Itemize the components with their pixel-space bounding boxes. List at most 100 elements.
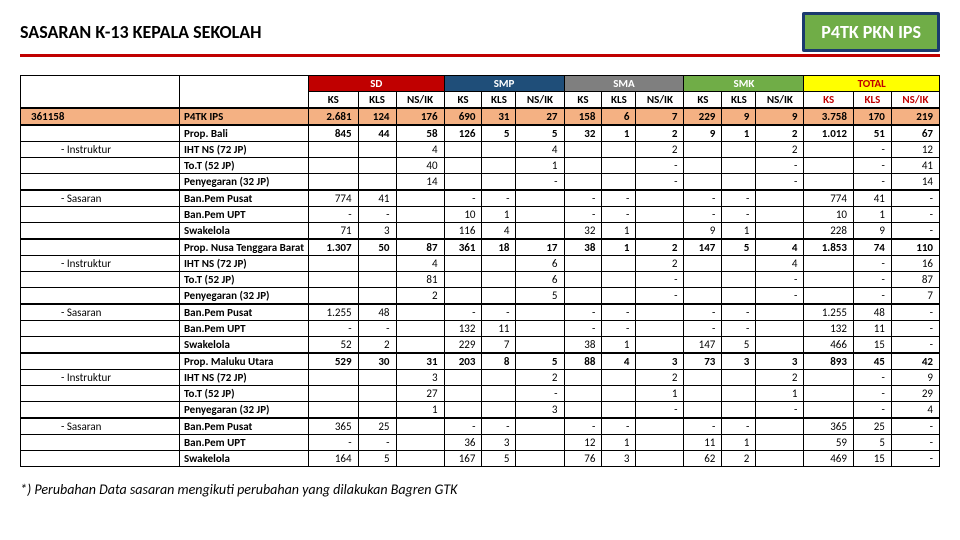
cell: -	[564, 190, 602, 207]
cell: -	[309, 321, 359, 337]
cell	[602, 174, 636, 191]
row-sublabel: Ban.Pem Pusat	[180, 304, 309, 321]
cell	[602, 256, 636, 272]
cell: 31	[396, 353, 444, 370]
table-row: Swakelola1645167576362246915-	[21, 451, 940, 467]
cell: 32	[564, 223, 602, 240]
cell: -	[602, 304, 636, 321]
cell: 2	[396, 288, 444, 305]
cell: 1	[602, 435, 636, 451]
cell: 5	[722, 337, 756, 354]
cell: 110	[891, 239, 939, 256]
cell: -	[756, 402, 804, 419]
cell: -	[684, 321, 722, 337]
cell	[804, 142, 854, 158]
cell: 2.681	[309, 108, 359, 125]
table-row: To.T (52 JP)401---41	[21, 158, 940, 174]
cell	[396, 435, 444, 451]
cell: 9	[684, 223, 722, 240]
cell	[309, 386, 359, 402]
cell: 42	[891, 353, 939, 370]
row-sublabel: Prop. Maluku Utara	[180, 353, 309, 370]
cell: -	[309, 435, 359, 451]
cell	[804, 158, 854, 174]
cell: 147	[684, 239, 722, 256]
cell	[804, 256, 854, 272]
cell	[722, 142, 756, 158]
cell: 41	[891, 158, 939, 174]
cell	[482, 386, 516, 402]
table-row: Prop. Bali84544581265532129121.0125167	[21, 125, 940, 142]
cell	[684, 288, 722, 305]
row-label	[21, 402, 180, 419]
cell: -	[602, 418, 636, 435]
cell: 38	[564, 239, 602, 256]
cell	[722, 174, 756, 191]
cell	[444, 386, 482, 402]
row-sublabel: Prop. Nusa Tenggara Barat	[180, 239, 309, 256]
cell: -	[564, 418, 602, 435]
cell	[564, 158, 602, 174]
cell: -	[444, 304, 482, 321]
table-row: - InstrukturIHT NS (72 JP)4624-16	[21, 256, 940, 272]
cell: 11	[853, 321, 891, 337]
cell	[482, 272, 516, 288]
cell: 11	[482, 321, 516, 337]
cell: 1	[636, 386, 684, 402]
cell: 9	[853, 223, 891, 240]
cell	[309, 158, 359, 174]
table-body: 361158P4TK IPS2.681124176690312715867229…	[21, 108, 940, 467]
cell: -	[891, 207, 939, 223]
row-label	[21, 158, 180, 174]
row-sublabel: Penyegaran (32 JP)	[180, 288, 309, 305]
cell: 124	[358, 108, 396, 125]
cell	[444, 158, 482, 174]
cell: 10	[444, 207, 482, 223]
cell: -	[309, 207, 359, 223]
cell	[756, 418, 804, 435]
cell	[756, 321, 804, 337]
cell: -	[891, 190, 939, 207]
table-head: SDSMPSMASMKTOTALKSKLSNS/IKKSKLSNS/IKKSKL…	[21, 76, 940, 109]
cell: 774	[309, 190, 359, 207]
cell: 2	[722, 451, 756, 467]
page-title: SASARAN K-13 KEPALA SEKOLAH	[20, 21, 262, 43]
cell	[756, 207, 804, 223]
row-label	[21, 223, 180, 240]
cell	[804, 386, 854, 402]
table-row: Prop. Maluku Utara5293031203858843733389…	[21, 353, 940, 370]
cell	[309, 402, 359, 419]
cell: 59	[804, 435, 854, 451]
cell: -	[722, 418, 756, 435]
row-sublabel: Ban.Pem Pusat	[180, 418, 309, 435]
row-sublabel: Penyegaran (32 JP)	[180, 402, 309, 419]
row-label	[21, 125, 180, 142]
cell	[396, 418, 444, 435]
cell: 71	[309, 223, 359, 240]
cell	[684, 142, 722, 158]
cell: 5	[482, 451, 516, 467]
row-label	[21, 451, 180, 467]
row-label	[21, 288, 180, 305]
cell: 9	[722, 108, 756, 125]
page-header: SASARAN K-13 KEPALA SEKOLAH P4TK PKN IPS	[20, 12, 940, 57]
cell	[722, 256, 756, 272]
cell: 365	[804, 418, 854, 435]
cell	[396, 207, 444, 223]
cell	[309, 256, 359, 272]
cell	[516, 190, 564, 207]
cell: 1	[722, 125, 756, 142]
cell: 9	[684, 125, 722, 142]
cell: 4	[396, 142, 444, 158]
sub-header: NS/IK	[891, 92, 939, 109]
cell	[756, 304, 804, 321]
cell	[564, 272, 602, 288]
cell	[636, 451, 684, 467]
row-label	[21, 207, 180, 223]
row-sublabel: Ban.Pem Pusat	[180, 190, 309, 207]
cell	[516, 418, 564, 435]
cell	[756, 451, 804, 467]
cell: 31	[482, 108, 516, 125]
cell: -	[444, 190, 482, 207]
row-sublabel: To.T (52 JP)	[180, 158, 309, 174]
